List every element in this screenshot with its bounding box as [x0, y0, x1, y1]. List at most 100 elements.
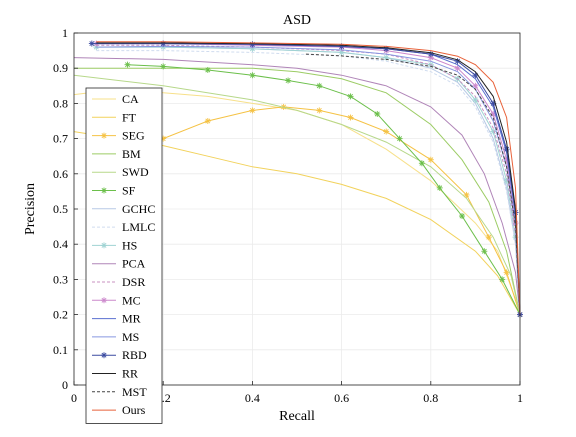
series-marker-seg	[249, 107, 256, 114]
legend-label: BM	[122, 147, 141, 161]
series-marker-sf	[374, 110, 381, 117]
series-marker-sf	[124, 61, 131, 68]
series-marker-sf	[396, 135, 403, 142]
series-line-pca	[73, 57, 521, 315]
series-marker-sf	[499, 276, 506, 283]
x-tick-label: 0.6	[334, 391, 349, 405]
legend-label: FT	[122, 110, 137, 124]
y-axis-label: Precision	[23, 183, 38, 235]
y-tick-label: 0.4	[53, 237, 68, 251]
series-marker-seg	[347, 114, 354, 121]
legend-item-rbd: RBD	[92, 348, 147, 362]
series-rr	[96, 42, 521, 315]
x-tick-label: 1	[517, 391, 523, 405]
series-marker-rbd	[503, 146, 510, 153]
x-tick-label: 0.4	[245, 391, 260, 405]
series-marker-mc	[454, 65, 461, 72]
legend-marker	[101, 242, 107, 249]
series-marker-sf	[481, 248, 488, 255]
legend-item-hs: HS	[92, 238, 137, 252]
legend-marker	[101, 352, 107, 359]
legend-label: HS	[122, 238, 137, 252]
legend-item-ft: FT	[92, 110, 137, 124]
legend-marker	[101, 132, 107, 139]
series-line-swd	[73, 74, 521, 315]
series-marker-seg	[463, 191, 470, 198]
legend-label: LMLC	[122, 220, 155, 234]
x-tick-label: 0.8	[423, 391, 438, 405]
legend-label: RR	[122, 367, 138, 381]
legend-item-ours: Ours	[92, 403, 146, 417]
x-tick-label: 0	[71, 391, 77, 405]
y-tick-label: 1	[62, 26, 68, 40]
y-tick-label: 0.9	[53, 61, 68, 75]
series-pca	[73, 57, 521, 315]
legend-item-pca: PCA	[92, 257, 146, 271]
series-marker-sf	[347, 93, 354, 100]
legend-label: CA	[122, 92, 139, 106]
legend-label: MST	[122, 385, 147, 399]
series-marker-seg	[204, 118, 211, 124]
legend-item-mr: MR	[92, 312, 141, 326]
series-marker-sf	[316, 82, 323, 89]
series-marker-seg	[485, 234, 492, 241]
legend-label: DSR	[122, 275, 145, 289]
legend-item-seg: SEG	[92, 129, 145, 143]
series-line-mc	[96, 43, 521, 315]
series-marker-rbd	[88, 40, 95, 47]
legend-item-rr: RR	[92, 367, 138, 381]
legend-item-bm: BM	[92, 147, 141, 161]
series-line-lmlc	[96, 50, 521, 315]
y-tick-label: 0.6	[53, 167, 68, 181]
legend-label: MC	[122, 293, 141, 307]
y-tick-label: 0.5	[53, 202, 68, 216]
series-bm	[74, 67, 521, 315]
legend-label: SWD	[122, 165, 149, 179]
series-marker-sf	[285, 77, 292, 84]
legend-item-sf: SF	[92, 184, 136, 198]
legend-item-lmlc: LMLC	[92, 220, 155, 234]
legend-box	[85, 87, 163, 424]
legend-label: SEG	[122, 129, 145, 143]
chart-title: ASD	[283, 13, 311, 28]
legend-item-dsr: DSR	[92, 275, 145, 289]
series-mst	[305, 53, 521, 315]
series-marker-sf	[204, 66, 211, 73]
series-marker-sf	[418, 160, 425, 167]
series-marker-seg	[503, 269, 510, 276]
y-tick-label: 0	[62, 378, 68, 392]
y-tick-label: 0.3	[53, 272, 68, 286]
series-marker-rbd	[249, 41, 256, 48]
series-line-bm	[74, 67, 521, 315]
series-marker-seg	[383, 128, 390, 135]
series-marker-seg	[316, 107, 323, 114]
series-marker-mc	[472, 82, 479, 89]
legend-item-ms: MS	[92, 330, 139, 344]
series-marker-sf	[249, 72, 256, 79]
legend-label: MS	[122, 330, 139, 344]
legend-item-gchc: GCHC	[92, 202, 155, 216]
x-axis-label: Recall	[279, 409, 315, 424]
legend-label: Ours	[122, 403, 146, 417]
legend-item-swd: SWD	[92, 165, 149, 179]
series-swd	[73, 74, 521, 315]
legend-label: PCA	[122, 257, 146, 271]
legend-item-mst: MST	[92, 385, 147, 399]
legend-marker	[101, 297, 107, 304]
ticks: 0 0.2 0.4 0.6 0.8 100.10.20.30.40.50.60.70.80…	[53, 26, 523, 405]
y-tick-label: 0.2	[53, 308, 68, 322]
series-line-mst	[305, 53, 521, 315]
series-line-rr	[96, 42, 521, 315]
legend-label: RBD	[122, 348, 147, 362]
legend-label: SF	[122, 184, 136, 198]
series-line-ours	[96, 41, 521, 315]
legend-marker	[101, 187, 107, 194]
legend: CA FT SEG BM SWD SF GCHC LMLC HS PCA DSR MC MR MS RBD R…	[85, 87, 163, 424]
y-tick-label: 0.7	[53, 132, 68, 146]
y-tick-label: 0.1	[53, 343, 68, 357]
legend-item-mc: MC	[92, 293, 141, 307]
legend-label: MR	[122, 312, 141, 326]
series-layer	[73, 40, 523, 318]
